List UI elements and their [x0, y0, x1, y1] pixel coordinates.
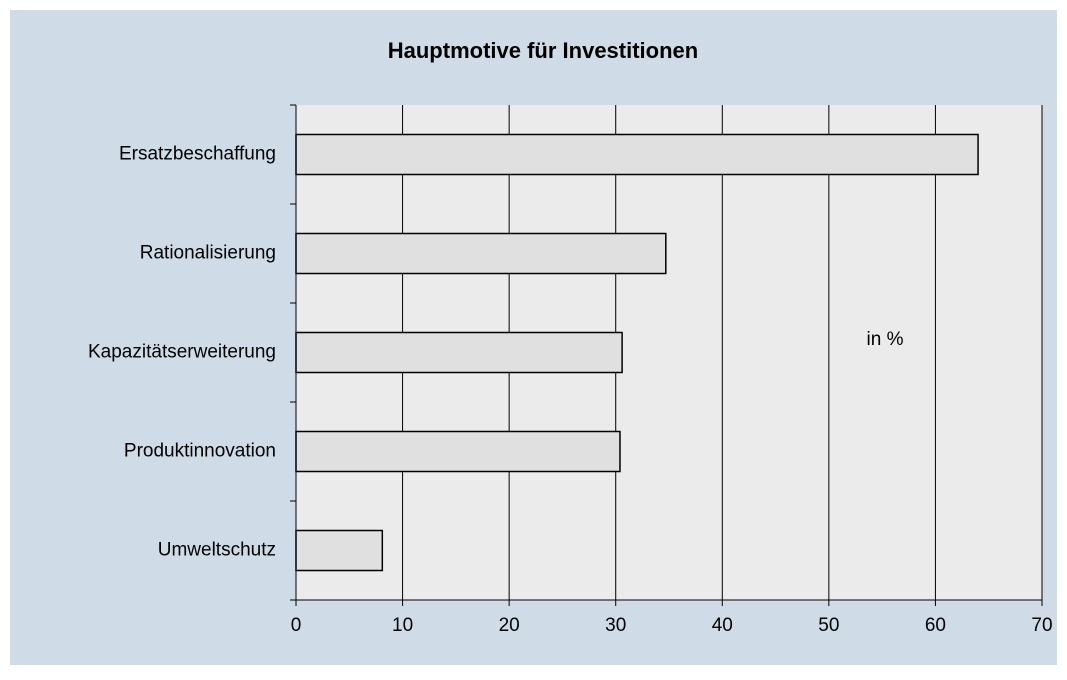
- chart-title: Hauptmotive für Investitionen: [388, 38, 698, 63]
- x-tick-label: 50: [818, 615, 839, 636]
- bar: [295, 232, 667, 275]
- x-tick-label: 20: [499, 615, 520, 636]
- x-tick-label: 60: [925, 615, 946, 636]
- x-tick-label: 0: [291, 615, 302, 636]
- x-tick-label: 30: [605, 615, 626, 636]
- annotation: in %: [867, 329, 904, 350]
- x-tick-label: 70: [1031, 615, 1052, 636]
- bar: [295, 133, 979, 176]
- y-tick-label: Kapazitätserweiterung: [88, 342, 276, 363]
- y-tick-label: Rationalisierung: [140, 243, 276, 264]
- x-tick-label: 10: [392, 615, 413, 636]
- bar: [295, 529, 384, 572]
- y-tick-label: Produktinnovation: [124, 441, 276, 462]
- y-tick-label: Ersatzbeschaffung: [119, 144, 276, 165]
- x-tick-label: 40: [712, 615, 733, 636]
- bar: [295, 331, 623, 374]
- bar: [295, 430, 621, 473]
- y-tick-label: Umweltschutz: [158, 540, 276, 561]
